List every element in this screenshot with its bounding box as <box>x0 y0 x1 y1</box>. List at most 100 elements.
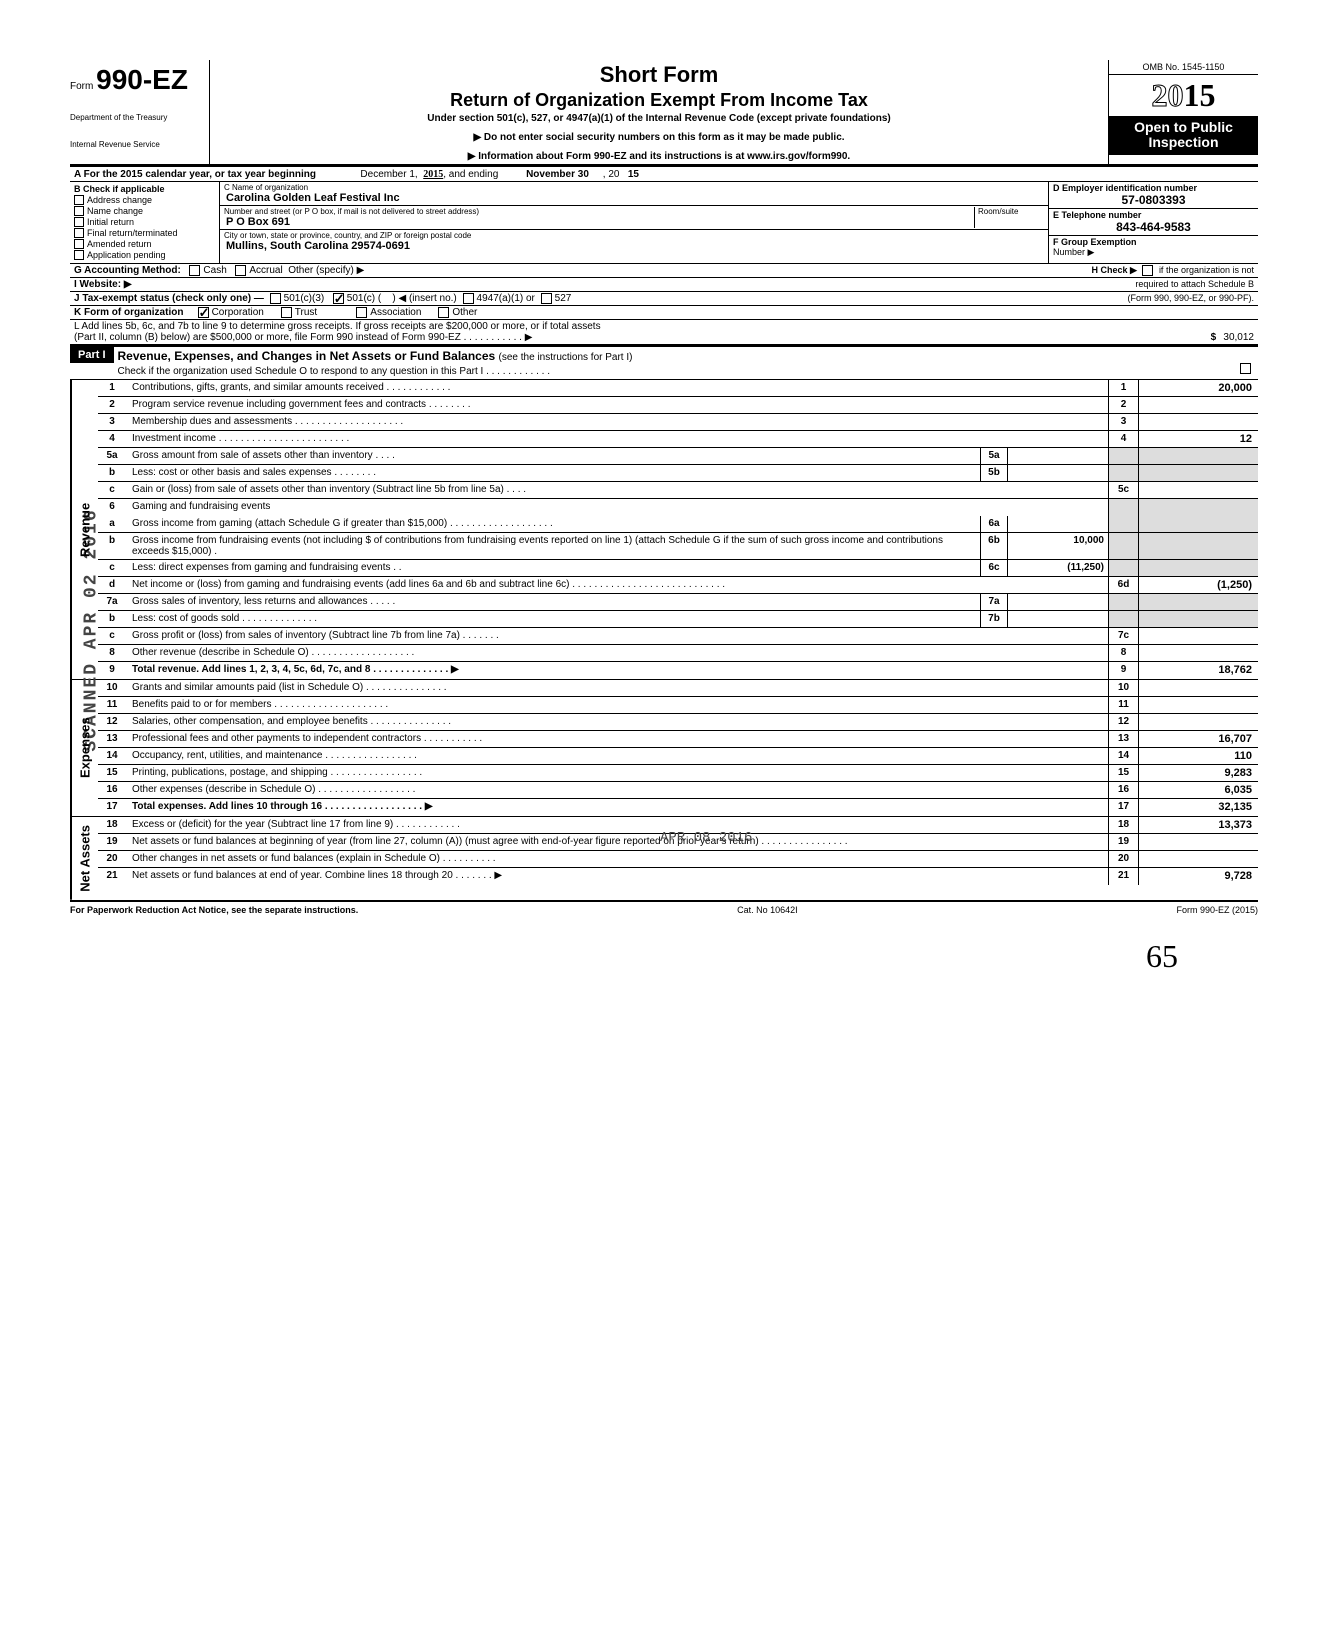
line7a-ib: 7a <box>980 594 1008 610</box>
tax-year: 2015 <box>1109 75 1258 116</box>
line7a-num: 7a <box>98 594 130 610</box>
line19-desc: Net assets or fund balances at beginning… <box>130 834 1108 850</box>
footer-center: Cat. No 10642I <box>737 905 798 915</box>
label-amended: Amended return <box>87 239 152 249</box>
line-a-mid: , and ending <box>443 169 498 180</box>
group-exempt-label: F Group Exemption <box>1053 237 1137 247</box>
line7a-ibval <box>1008 594 1108 610</box>
check-501c[interactable] <box>333 293 344 304</box>
check-501c3[interactable] <box>270 293 281 304</box>
line7b-ibval <box>1008 611 1108 627</box>
line5b-num: b <box>98 465 130 481</box>
line-i: I Website: ▶ required to attach Schedule… <box>70 278 1258 292</box>
label-corporation: Corporation <box>212 307 264 318</box>
line6d-amt: (1,250) <box>1138 577 1258 593</box>
line-j: J Tax-exempt status (check only one) — 5… <box>70 292 1258 306</box>
line16-amt: 6,035 <box>1138 782 1258 798</box>
line7c-desc: Gross profit or (loss) from sales of inv… <box>130 628 1108 644</box>
label-527: 527 <box>555 293 572 304</box>
title-short-form: Short Form <box>220 62 1098 88</box>
label-4947: 4947(a)(1) or <box>477 293 535 304</box>
city: Mullins, South Carolina 29574-0691 <box>224 240 1044 252</box>
ein-label: D Employer identification number <box>1053 183 1254 193</box>
line11-desc: Benefits paid to or for members . . . . … <box>130 697 1108 713</box>
end-year: 15 <box>628 169 639 180</box>
check-trust[interactable] <box>281 307 292 318</box>
line6b-desc: Gross income from fundraising events (no… <box>130 533 980 559</box>
line16-num: 16 <box>98 782 130 798</box>
omb-number: OMB No. 1545-1150 <box>1109 60 1258 75</box>
tax-exempt-label: J Tax-exempt status (check only one) — <box>74 293 264 304</box>
check-h[interactable] <box>1142 265 1153 276</box>
dept-treasury: Department of the Treasury <box>70 114 203 123</box>
line10-amt <box>1138 680 1258 696</box>
line12-desc: Salaries, other compensation, and employ… <box>130 714 1108 730</box>
check-other-org[interactable] <box>438 307 449 318</box>
check-name-change[interactable] <box>74 206 84 216</box>
line-l-text2: (Part II, column (B) below) are $500,000… <box>74 332 1203 343</box>
footer-left: For Paperwork Reduction Act Notice, see … <box>70 905 358 915</box>
label-other-org: Other <box>452 307 477 318</box>
line3-box: 3 <box>1108 414 1138 430</box>
check-final-return[interactable] <box>74 228 84 238</box>
check-accrual[interactable] <box>235 265 246 276</box>
line7b-num: b <box>98 611 130 627</box>
warning-ssn: ▶ Do not enter social security numbers o… <box>220 132 1098 143</box>
line5b-ibval <box>1008 465 1108 481</box>
line6d-desc: Net income or (loss) from gaming and fun… <box>130 577 1108 593</box>
line-k: K Form of organization Corporation Trust… <box>70 306 1258 320</box>
inspection: Inspection <box>1111 135 1256 150</box>
check-address-change[interactable] <box>74 195 84 205</box>
group-exempt-number: Number ▶ <box>1053 247 1094 257</box>
line9-amt: 18,762 <box>1138 662 1258 679</box>
check-pending[interactable] <box>74 250 84 260</box>
open-public: Open to Public <box>1111 120 1256 135</box>
street-label: Number and street (or P O box, if mail i… <box>224 207 974 216</box>
name-label: C Name of organization <box>224 183 1044 192</box>
check-corporation[interactable] <box>198 307 209 318</box>
line6d-num: d <box>98 577 130 593</box>
signature: 65 <box>70 938 1258 975</box>
h-text: if the organization is not <box>1159 265 1254 275</box>
check-amended[interactable] <box>74 239 84 249</box>
check-association[interactable] <box>356 307 367 318</box>
check-schedule-o[interactable] <box>1240 363 1251 374</box>
revenue-section: Revenue 1Contributions, gifts, grants, a… <box>70 380 1258 680</box>
title-return: Return of Organization Exempt From Incom… <box>220 90 1098 111</box>
line7c-amt <box>1138 628 1258 644</box>
line17-box: 17 <box>1108 799 1138 816</box>
line8-num: 8 <box>98 645 130 661</box>
check-4947[interactable] <box>463 293 474 304</box>
line5a-ib: 5a <box>980 448 1008 464</box>
line8-desc: Other revenue (describe in Schedule O) .… <box>130 645 1108 661</box>
line13-amt: 16,707 <box>1138 731 1258 747</box>
line18-num: 18 <box>98 817 130 833</box>
line15-amt: 9,283 <box>1138 765 1258 781</box>
expenses-section: Expenses 10Grants and similar amounts pa… <box>70 680 1258 817</box>
form-org-label: K Form of organization <box>74 307 183 318</box>
label-other-method: Other (specify) ▶ <box>288 265 364 276</box>
line4-amt: 12 <box>1138 431 1258 447</box>
line20-amt <box>1138 851 1258 867</box>
j-right: (Form 990, 990-EZ, or 990-PF). <box>1127 293 1254 304</box>
label-final-return: Final return/terminated <box>87 228 178 238</box>
line10-desc: Grants and similar amounts paid (list in… <box>130 680 1108 696</box>
line12-num: 12 <box>98 714 130 730</box>
check-527[interactable] <box>541 293 552 304</box>
col-b-header: B Check if applicable <box>74 184 215 194</box>
line6c-num: c <box>98 560 130 576</box>
accounting-label: G Accounting Method: <box>74 265 181 276</box>
label-address-change: Address change <box>87 195 152 205</box>
line5b-ib: 5b <box>980 465 1008 481</box>
line5a-ibval <box>1008 448 1108 464</box>
h-continuation: required to attach Schedule B <box>1135 279 1254 290</box>
label-cash: Cash <box>203 265 226 276</box>
line18-amt: 13,373 <box>1138 817 1258 833</box>
line21-desc: Net assets or fund balances at end of ye… <box>130 868 1108 885</box>
line2-box: 2 <box>1108 397 1138 413</box>
line6c-ibval: (11,250) <box>1008 560 1108 576</box>
check-initial-return[interactable] <box>74 217 84 227</box>
line19-amt <box>1138 834 1258 850</box>
check-cash[interactable] <box>189 265 200 276</box>
netassets-side-label: Net Assets <box>70 817 98 900</box>
